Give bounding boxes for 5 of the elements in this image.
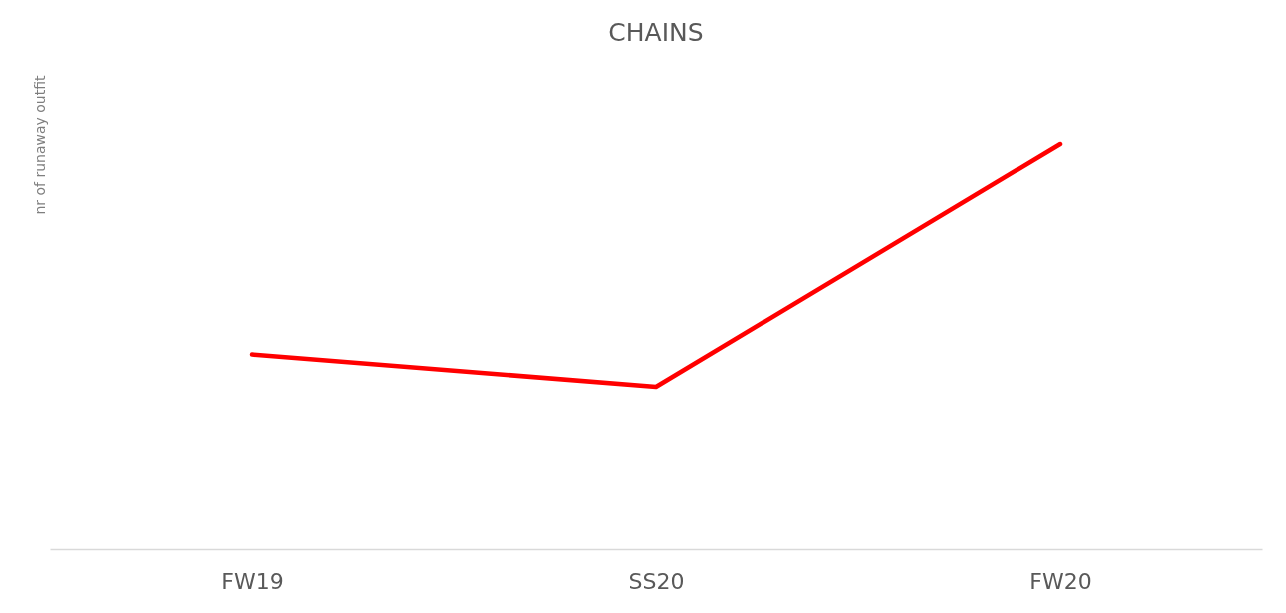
x-tick-label: SS20 — [628, 568, 685, 594]
y-axis-title: nr of runaway outfit — [31, 74, 48, 215]
chart-title: CHAINS — [608, 18, 704, 47]
x-tick-label: FW20 — [1029, 568, 1092, 594]
x-tick-label: FW19 — [221, 568, 284, 594]
